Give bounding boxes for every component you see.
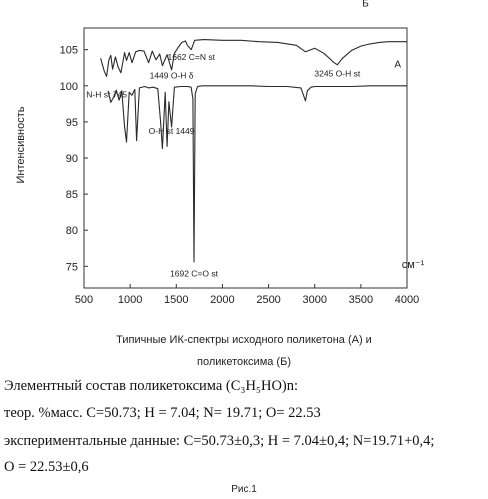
y-tick-label: 80 <box>66 225 78 237</box>
x-tick-label: 4000 <box>395 294 419 306</box>
x-tick-label: 3500 <box>349 294 373 306</box>
composition-theory: теор. %масс. C=50.73; H = 7.04; N= 19.71… <box>4 405 321 422</box>
x-tick-label: 2500 <box>256 294 280 306</box>
y-tick-label: 85 <box>66 189 78 201</box>
series-label: Б <box>362 0 369 9</box>
peak-annotation: O-H st 1449 <box>149 126 195 136</box>
series-label: А <box>394 60 401 71</box>
peak-annotation: N-H st 745 <box>86 89 127 99</box>
peak-annotation: 1449 O-H δ <box>150 71 194 81</box>
peak-annotation: 1662 C=N st <box>167 52 215 62</box>
x-tick-label: 1500 <box>164 294 188 306</box>
figure-caption-line-2: поликетоксима (Б) <box>0 356 488 368</box>
annotation-layer: 1662 C=N st 1449 O-H δ 3245 O-H st N-H st 7… <box>86 0 401 278</box>
figure-caption-line-1: Типичные ИК-спектры исходного поликетона… <box>0 334 488 346</box>
peak-annotation: 3245 O-H st <box>314 68 360 78</box>
y-tick-label: 100 <box>60 81 78 93</box>
y-tick-label: 95 <box>66 117 78 129</box>
spectrum-line-b <box>101 40 407 77</box>
peak-annotation: 1692 C=O st <box>170 268 219 278</box>
x-tick-label: 2000 <box>210 294 234 306</box>
y-tick-label: 75 <box>66 261 78 273</box>
ir-spectrum-chart: 500 1000 1500 2000 2500 3000 3500 4000 75 80 85 90 9… <box>0 0 488 330</box>
series-layer <box>101 40 407 262</box>
x-tick-label: 3000 <box>302 294 326 306</box>
y-tick-label: 90 <box>66 153 78 165</box>
x-tick-label: 1000 <box>118 294 142 306</box>
plot-frame <box>84 28 407 288</box>
composition-oxygen: O = 22.53±0,6 <box>4 459 89 476</box>
x-tick-label: 500 <box>75 294 93 306</box>
axes: 500 1000 1500 2000 2500 3000 3500 4000 75 80 85 90 9… <box>60 28 425 306</box>
composition-experiment: экспериментальные данные: C=50.73±0,3; H… <box>4 433 434 450</box>
x-axis-label: см⁻¹ <box>402 259 425 271</box>
y-axis-label: Интенсивность <box>15 106 27 183</box>
y-tick-label: 105 <box>60 45 78 57</box>
composition-title: Элементный состав поликетоксима (C₃H₅HO)… <box>4 378 298 395</box>
spectrum-line-a <box>108 86 407 262</box>
figure-label: Рис.1 <box>0 484 488 495</box>
